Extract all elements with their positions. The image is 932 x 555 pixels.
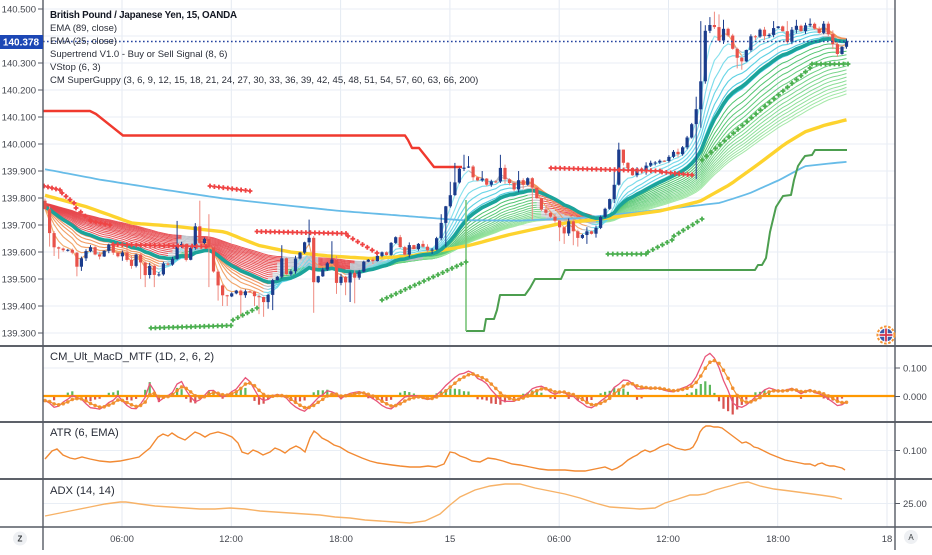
svg-text:140.300: 140.300: [2, 59, 36, 70]
svg-text:CM_Ult_MacD_MTF (1D, 2, 6, 2): CM_Ult_MacD_MTF (1D, 2, 6, 2): [50, 351, 214, 363]
svg-text:139.700: 139.700: [2, 221, 36, 232]
svg-text:CM SuperGuppy (3, 6, 9, 12, 15: CM SuperGuppy (3, 6, 9, 12, 15, 18, 21, …: [50, 75, 478, 86]
svg-text:139.500: 139.500: [2, 275, 36, 286]
svg-text:18:00: 18:00: [766, 534, 790, 545]
svg-text:139.800: 139.800: [2, 194, 36, 205]
svg-text:12:00: 12:00: [219, 534, 243, 545]
svg-text:15: 15: [445, 534, 456, 545]
svg-text:140.378: 140.378: [3, 38, 40, 49]
svg-text:0.000: 0.000: [903, 392, 927, 403]
svg-text:ADX (14, 14): ADX (14, 14): [50, 485, 115, 497]
svg-text:140.500: 140.500: [2, 5, 36, 16]
svg-text:18: 18: [882, 534, 893, 545]
svg-text:EMA (89, close): EMA (89, close): [50, 23, 117, 34]
svg-text:ATR (6, EMA): ATR (6, EMA): [50, 427, 119, 439]
svg-text:25.00: 25.00: [903, 499, 927, 510]
svg-text:0.100: 0.100: [903, 446, 927, 457]
svg-text:Z: Z: [18, 535, 23, 544]
svg-text:06:00: 06:00: [547, 534, 571, 545]
svg-text:139.900: 139.900: [2, 167, 36, 178]
svg-text:18:00: 18:00: [329, 534, 353, 545]
svg-text:140.200: 140.200: [2, 86, 36, 97]
svg-text:06:00: 06:00: [110, 534, 134, 545]
svg-text:Supertrend V1.0 - Buy or Sell: Supertrend V1.0 - Buy or Sell Signal (8,…: [50, 49, 227, 60]
svg-text:140.100: 140.100: [2, 113, 36, 124]
svg-text:12:00: 12:00: [656, 534, 680, 545]
svg-text:139.600: 139.600: [2, 248, 36, 259]
svg-text:VStop (6, 3): VStop (6, 3): [50, 62, 101, 73]
svg-text:139.400: 139.400: [2, 302, 36, 313]
svg-text:A: A: [908, 533, 914, 542]
svg-text:140.000: 140.000: [2, 140, 36, 151]
svg-text:0.100: 0.100: [903, 364, 927, 375]
svg-text:EMA (25, close): EMA (25, close): [50, 36, 117, 47]
svg-text:139.300: 139.300: [2, 329, 36, 340]
svg-text:British Pound / Japanese Yen,: British Pound / Japanese Yen, 15, OANDA: [50, 10, 237, 21]
